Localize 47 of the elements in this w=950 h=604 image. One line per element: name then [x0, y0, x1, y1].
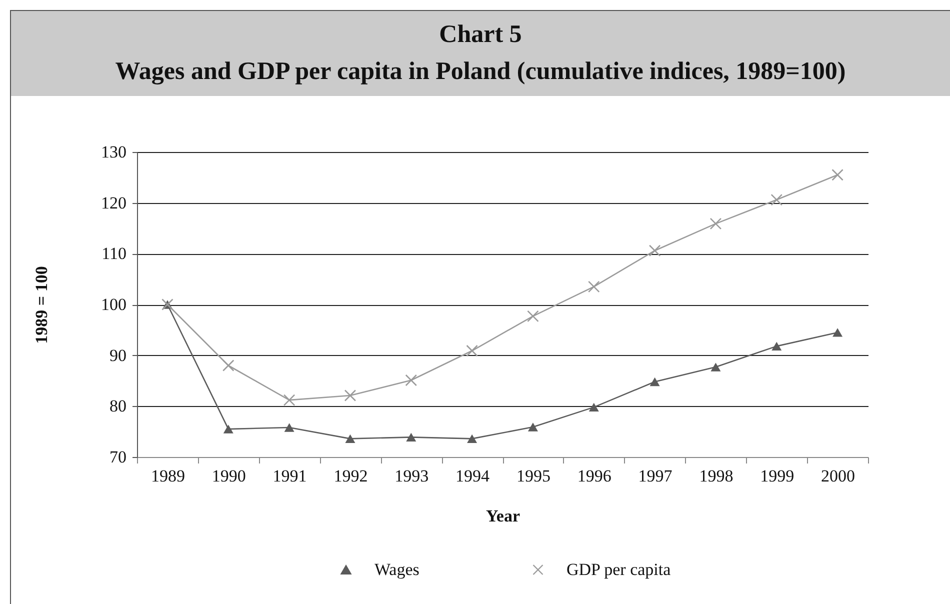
- point: [405, 374, 418, 386]
- point: [588, 402, 599, 412]
- y-tick-label: 90: [110, 346, 126, 365]
- point: [283, 394, 296, 406]
- point: [710, 218, 722, 230]
- point: [345, 434, 356, 444]
- chart-subtitle: Wages and GDP per capita in Poland (cumulative indices, 1989=100): [114, 58, 847, 86]
- point: [710, 362, 721, 372]
- x-axis-title: Year: [486, 506, 520, 526]
- x-tick-label: 1998: [699, 466, 734, 486]
- point: [648, 244, 661, 257]
- y-tick-label: 100: [101, 295, 126, 314]
- point: [527, 310, 539, 322]
- legend-label: Wages: [374, 560, 420, 579]
- point: [284, 423, 294, 432]
- x-tick-label: 1996: [577, 466, 612, 486]
- point: [832, 168, 844, 181]
- x-tick-label: 1999: [760, 466, 794, 486]
- y-tick-label: 70: [110, 448, 126, 466]
- x-tick-label: 1990: [212, 466, 246, 486]
- y-tick-label: 130: [101, 142, 126, 162]
- x-tick-label: 2000: [821, 466, 856, 486]
- x-tick-label: 1994: [456, 466, 490, 486]
- point: [650, 377, 660, 386]
- y-tick-label: 120: [101, 193, 126, 212]
- point: [222, 360, 234, 372]
- point: [832, 328, 843, 337]
- point: [770, 194, 783, 206]
- chart-title: Chart 5: [438, 21, 523, 49]
- point: [466, 344, 478, 357]
- y-axis-title: 1989 = 100: [32, 266, 51, 344]
- point: [772, 342, 782, 351]
- point: [467, 434, 478, 444]
- point: [588, 280, 600, 293]
- x-tick-label: 1995: [516, 466, 550, 486]
- point: [406, 432, 416, 442]
- x-tick-label: 1997: [638, 466, 673, 486]
- point: [528, 422, 538, 432]
- x-tick-label: 1989: [150, 466, 185, 486]
- y-tick-label: 110: [102, 244, 126, 264]
- point: [344, 390, 356, 402]
- x-tick-label: 1993: [394, 466, 429, 486]
- point: [223, 424, 234, 434]
- y-tick-label: 80: [110, 396, 126, 416]
- legend-label: GDP per capita: [566, 560, 672, 579]
- x-tick-label: 1991: [272, 466, 307, 486]
- x-tick-label: 1992: [334, 466, 368, 486]
